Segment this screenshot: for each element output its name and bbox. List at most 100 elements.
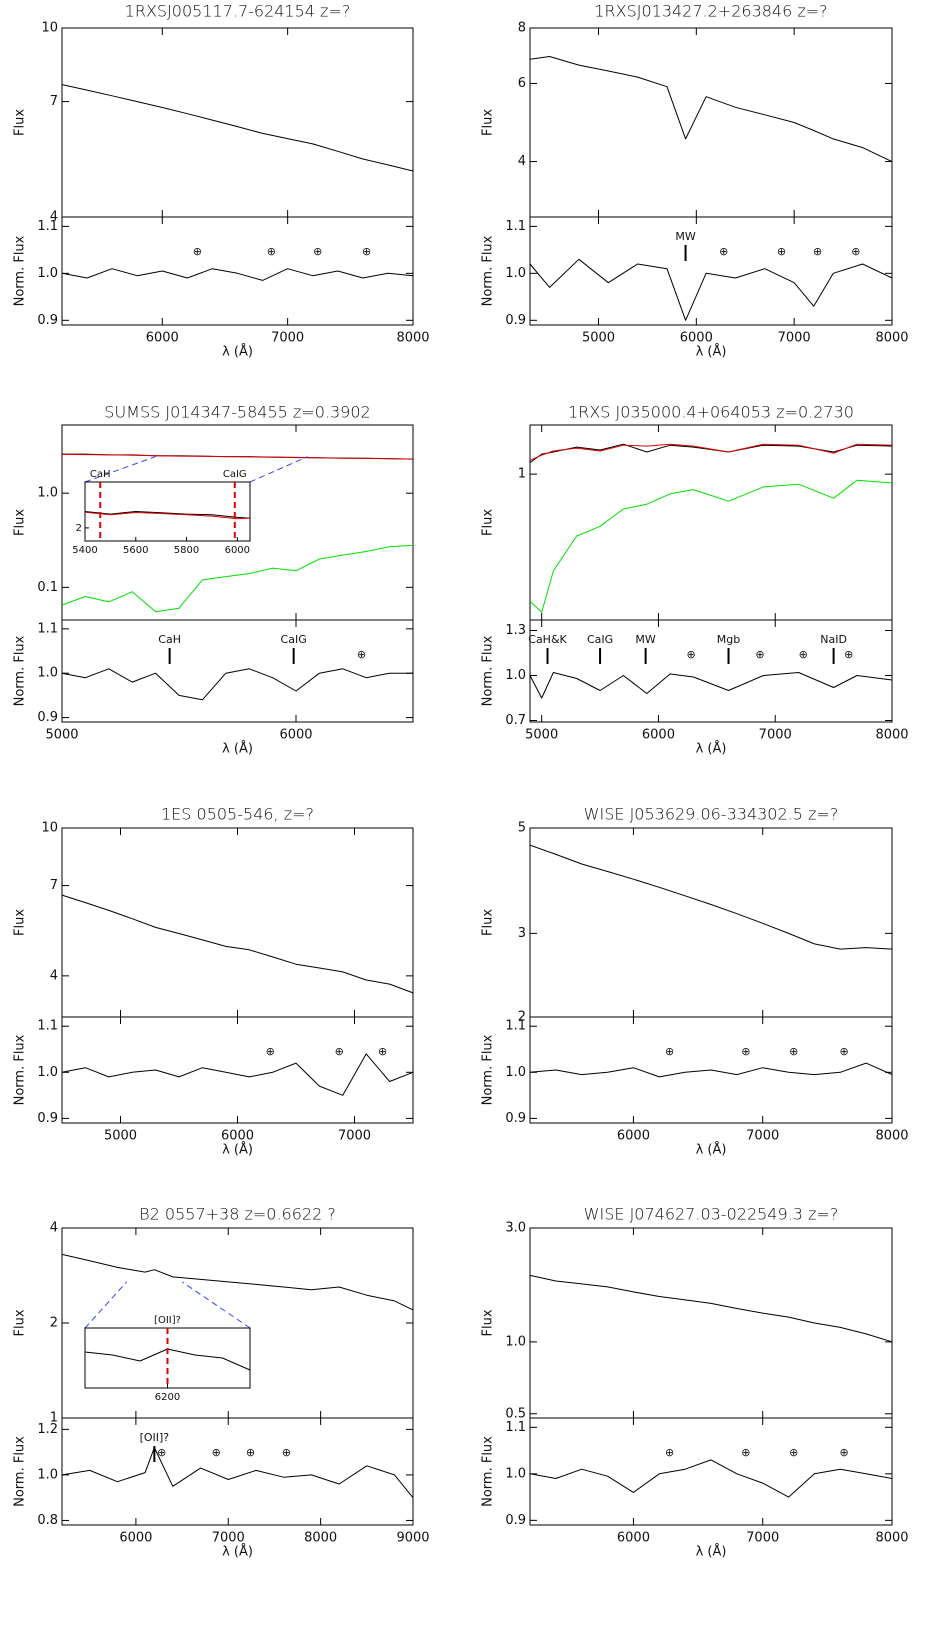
- spectrum-line: [61, 84, 414, 172]
- line-label: MW: [635, 633, 655, 646]
- y-tick-label: 0.9: [505, 1513, 526, 1528]
- x-tick-label: 6000: [146, 331, 179, 346]
- x-tick-label: 5000: [525, 728, 558, 743]
- telluric-marker: ⊕: [665, 1446, 674, 1459]
- x-axis-label: λ (Å): [222, 344, 253, 360]
- telluric-marker: ⊕: [266, 1045, 275, 1058]
- panel-title: 1RXSJ005117.7-624154 z=?: [125, 2, 351, 21]
- y-tick-label: 2: [50, 1316, 58, 1331]
- zoom-guide: [181, 1281, 251, 1329]
- spectrum-line: [61, 1053, 414, 1096]
- y-axis-label: Flux: [13, 909, 28, 936]
- plot-frame: [529, 827, 893, 1018]
- y-tick-label: 0.9: [37, 313, 58, 328]
- spectrum-line: [61, 668, 413, 701]
- spectrum-line: [61, 894, 414, 994]
- x-tick-label: 6000: [119, 1531, 152, 1546]
- zoom-guide: [84, 1281, 128, 1329]
- y-tick-label: 1.1: [505, 1420, 526, 1435]
- telluric-marker: ⊕: [246, 1446, 255, 1459]
- x-tick-label: 7000: [746, 1129, 779, 1144]
- telluric-marker: ⊕: [687, 648, 696, 661]
- y-axis-label: Norm. Flux: [481, 1436, 496, 1507]
- y-tick-label: 1.1: [37, 621, 58, 636]
- y-tick-label: 1: [50, 1411, 58, 1426]
- x-tick-label: 5000: [582, 331, 615, 346]
- y-tick-label: 10: [41, 21, 58, 36]
- plot-frame: [61, 827, 414, 1018]
- plot-frame: [61, 216, 414, 326]
- y-axis-label: Norm. Flux: [13, 1436, 28, 1507]
- spectrum-line: [529, 1062, 893, 1078]
- y-tick-label: 1.0: [37, 1065, 58, 1080]
- spectrum-line: [529, 672, 893, 699]
- x-tick-label: 8000: [875, 1129, 908, 1144]
- spectrum-line: [61, 544, 414, 613]
- x-axis-label: λ (Å): [222, 741, 253, 757]
- telluric-marker: ⊕: [813, 245, 822, 258]
- y-tick-label: 1.0: [37, 1467, 58, 1482]
- plot-frame: [61, 1016, 414, 1124]
- y-tick-label: 0.9: [37, 710, 58, 725]
- y-axis-label: Flux: [13, 109, 28, 136]
- telluric-marker: ⊕: [193, 245, 202, 258]
- spectrum-line: [529, 443, 893, 461]
- telluric-marker: ⊕: [665, 1045, 674, 1058]
- plot-frame: [61, 1417, 414, 1526]
- y-tick-label: 0.7: [505, 713, 526, 728]
- y-tick-label: 1: [518, 467, 526, 482]
- y-axis-label: Norm. Flux: [13, 1034, 28, 1105]
- telluric-marker: ⊕: [212, 1446, 221, 1459]
- inset-x-tick-label: 5800: [174, 545, 199, 556]
- y-tick-label: 1.0: [37, 486, 58, 501]
- inset-x-tick-label: 6200: [155, 1392, 180, 1403]
- spectrum-line: [529, 443, 893, 464]
- x-tick-label: 9000: [396, 1531, 429, 1546]
- y-tick-label: 1.2: [37, 1422, 58, 1437]
- y-tick-label: 1.0: [37, 266, 58, 281]
- panel-title: SUMSS J014347-58455 z=0.3902: [104, 403, 370, 422]
- x-tick-label: 6000: [279, 728, 312, 743]
- y-tick-label: 2: [518, 1010, 526, 1025]
- x-tick-label: 7000: [778, 331, 811, 346]
- line-label: [OII]?: [140, 1431, 170, 1444]
- inset-x-tick-label: 5600: [123, 545, 148, 556]
- spectrum-line: [61, 453, 414, 460]
- x-tick-label: 8000: [875, 728, 908, 743]
- x-tick-label: 7000: [271, 331, 304, 346]
- x-tick-label: 5000: [104, 1129, 137, 1144]
- y-tick-label: 1.0: [505, 1065, 526, 1080]
- y-tick-label: 4: [50, 1221, 58, 1236]
- plot-frame: [529, 1016, 893, 1124]
- plot-frame: [529, 1417, 893, 1526]
- x-axis-label: λ (Å): [222, 1142, 253, 1158]
- telluric-marker: ⊕: [157, 1446, 166, 1459]
- x-tick-label: 6000: [221, 1129, 254, 1144]
- telluric-marker: ⊕: [844, 648, 853, 661]
- spectrum-line: [61, 1253, 414, 1311]
- x-tick-label: 6000: [617, 1129, 650, 1144]
- plot-frame: [61, 27, 414, 218]
- y-tick-label: 4: [50, 968, 58, 983]
- y-tick-label: 7: [50, 94, 58, 109]
- y-axis-label: Norm. Flux: [481, 235, 496, 306]
- y-tick-label: 1.0: [505, 668, 526, 683]
- plot-frame: [61, 1227, 414, 1419]
- inset-line-label: CaH: [90, 469, 111, 480]
- y-tick-label: 0.5: [505, 1406, 526, 1421]
- telluric-marker: ⊕: [357, 648, 366, 661]
- x-axis-label: λ (Å): [696, 741, 727, 757]
- telluric-marker: ⊕: [719, 245, 728, 258]
- spectrum-line: [529, 479, 893, 613]
- inset-frame: [84, 481, 251, 542]
- y-axis-label: Flux: [481, 1309, 496, 1336]
- panel-title: 1RXS J035000.4+064053 z=0.2730: [568, 403, 854, 422]
- y-tick-label: 5: [518, 821, 526, 836]
- y-axis-label: Flux: [13, 509, 28, 536]
- x-tick-label: 8000: [875, 331, 908, 346]
- x-axis-label: λ (Å): [696, 1544, 727, 1560]
- y-tick-label: 1.1: [505, 1019, 526, 1034]
- inset-y-tick-label: 2: [76, 523, 82, 534]
- spectrum-line: [529, 258, 893, 321]
